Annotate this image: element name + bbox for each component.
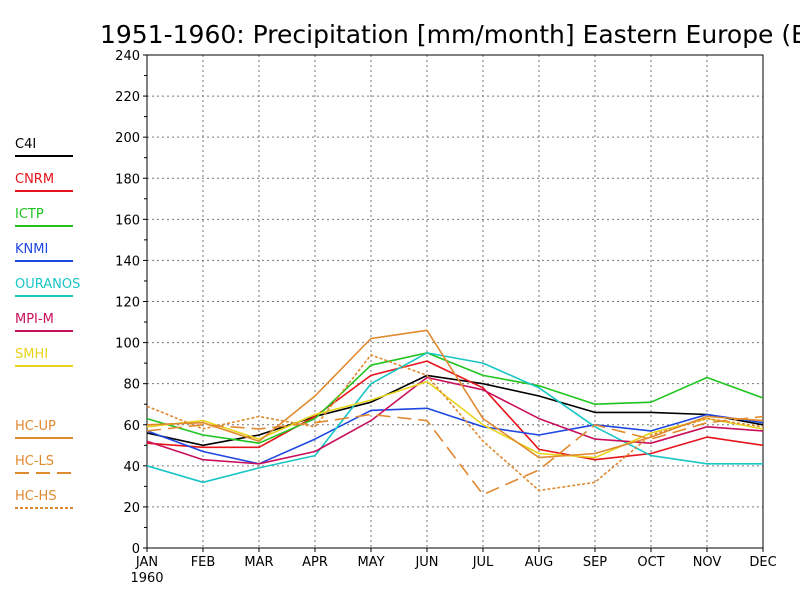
legend-label: MPI-M	[15, 312, 54, 327]
x-tick-label: SEP	[583, 555, 607, 570]
plot-frame	[146, 54, 764, 549]
y-tick-label: 200	[115, 131, 140, 146]
x-tick-label: FEB	[191, 555, 216, 570]
x-tick-label: JAN	[135, 555, 158, 570]
x-tick-label: DEC	[749, 555, 776, 570]
legend-label: OURANOS	[15, 277, 80, 292]
series-lines	[146, 329, 764, 496]
y-tick-label: 120	[115, 296, 140, 311]
axes: JAN FEB MAR APR MAY JUN JUL AUG SEP OCT NOV DEC 0 20 4…	[115, 49, 776, 570]
y-tick-label: 40	[123, 460, 140, 475]
legend-label: KNMI	[15, 242, 48, 257]
legend-label: CNRM	[15, 172, 54, 187]
series-line-ouranos	[146, 352, 763, 484]
series-line-hc-up	[146, 329, 764, 459]
series-line-knmi	[146, 407, 764, 465]
x-tick-label: APR	[302, 555, 328, 570]
legend-label: C4I	[15, 137, 36, 152]
y-tick-label: 180	[115, 172, 140, 187]
y-tick-label: 60	[123, 419, 140, 434]
series-line-smhi	[146, 380, 764, 459]
series-line-mpi-m	[146, 376, 764, 465]
y-tick-label: 140	[115, 254, 140, 269]
legend: C4I CNRM ICTP KNMI OURANOS MPI-M SMHI HC-UP HC-L…	[15, 137, 80, 509]
x-tick-label: AUG	[525, 555, 553, 570]
y-tick-label: 0	[132, 542, 140, 557]
legend-label: HC-LS	[15, 454, 54, 469]
chart-title: 1951-1960: Precipitation [mm/month] East…	[100, 20, 800, 49]
y-tick-label: 100	[115, 337, 140, 352]
x-tick-label: OCT	[637, 555, 664, 570]
x-start-year-label: 1960	[130, 571, 163, 586]
series-line-hc-hs	[146, 354, 764, 492]
y-tick-label: 240	[115, 49, 140, 64]
y-tick-label: 20	[123, 501, 140, 516]
series-line-ictp	[146, 352, 764, 445]
x-tick-label: NOV	[693, 555, 722, 570]
legend-label: HC-UP	[15, 419, 56, 434]
series-line-hc-ls	[146, 413, 764, 496]
legend-label: HC-HS	[15, 489, 57, 504]
grid-lines	[147, 54, 764, 548]
y-tick-label: 80	[123, 378, 140, 393]
x-tick-label: MAY	[357, 555, 384, 570]
x-tick-label: MAR	[244, 555, 273, 570]
legend-label: ICTP	[15, 207, 44, 222]
y-tick-label: 220	[115, 90, 140, 105]
x-tick-label: JUN	[414, 555, 438, 570]
x-tick-label: JUL	[472, 555, 494, 570]
legend-label: SMHI	[15, 347, 48, 362]
y-tick-label: 160	[115, 213, 140, 228]
